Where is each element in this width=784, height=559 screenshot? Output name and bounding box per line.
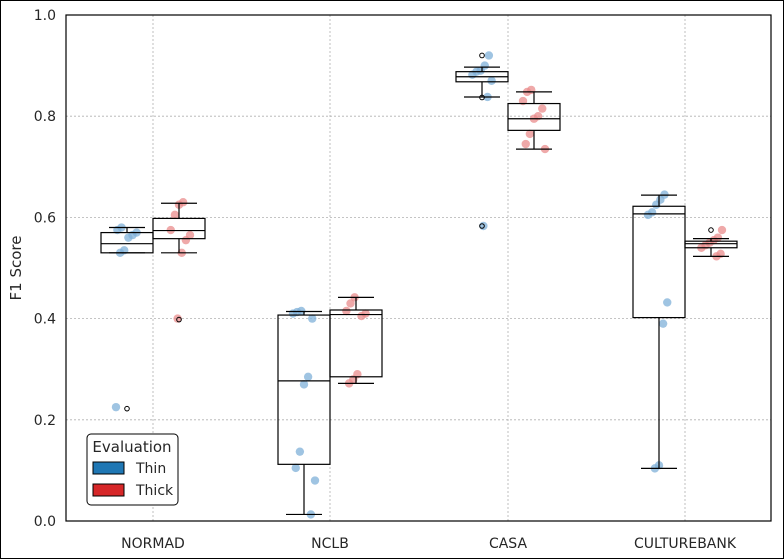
data-point [170, 210, 180, 220]
plot-area-border [65, 14, 772, 522]
iqr-box [507, 102, 561, 131]
x-tick-label: CULTUREBANK [634, 536, 737, 552]
data-point [291, 463, 300, 473]
outlier-point [479, 94, 485, 101]
legend-swatch-thick [92, 483, 125, 497]
data-point [295, 447, 305, 456]
x-axis-ticks: NORMAD NCLB CASA CULTUREBANK [121, 536, 737, 552]
y-tick-label: 1.0 [34, 8, 56, 24]
y-tick-label: 0.6 [34, 210, 56, 226]
data-point [484, 51, 494, 60]
legend-swatch-thin [92, 461, 125, 475]
x-tick-label: CASA [489, 536, 527, 552]
outlier-point [124, 405, 130, 412]
data-point [487, 76, 496, 85]
data-point [178, 198, 188, 207]
data-point [647, 208, 657, 217]
data-point [663, 298, 672, 307]
data-point [538, 104, 547, 113]
legend-label-thin: Thin [135, 461, 166, 477]
data-point [342, 306, 351, 316]
box-plots [100, 52, 738, 516]
data-point [521, 139, 530, 149]
y-tick-label: 0.2 [34, 413, 56, 429]
box-thick-culturebank [684, 227, 738, 257]
data-point [303, 372, 313, 381]
data-point [525, 129, 535, 139]
box-thin-culturebank [632, 194, 686, 469]
jitter-points [111, 51, 727, 519]
legend: Evaluation Thin Thick [86, 433, 179, 506]
box-thick-normad [152, 202, 206, 323]
outlier-point [479, 223, 485, 229]
iqr-box [100, 231, 154, 254]
box-thick-casa [507, 91, 561, 150]
data-point [185, 230, 195, 240]
iqr-box [632, 205, 686, 319]
y-tick-label: 0.8 [34, 109, 56, 125]
outlier-point [708, 227, 714, 233]
data-point [299, 380, 309, 389]
x-tick-label: NORMAD [121, 536, 185, 552]
data-point [361, 309, 370, 318]
outlier-point [176, 316, 182, 323]
box-thick-nclb [329, 296, 383, 384]
data-point [658, 319, 668, 328]
iqr-box [277, 314, 331, 465]
x-tick-label: NCLB [311, 536, 349, 552]
box-thin-casa [455, 52, 509, 229]
y-tick-label: 0.0 [34, 514, 56, 530]
box-thin-nclb [277, 310, 331, 516]
data-point [717, 225, 727, 235]
legend-label-thick: Thick [135, 483, 174, 499]
legend-title: Evaluation [92, 438, 171, 456]
data-point [713, 233, 723, 242]
data-point [173, 314, 182, 323]
data-point [308, 314, 317, 323]
grid-lines [66, 15, 771, 521]
data-point [479, 221, 488, 231]
iqr-box [329, 309, 383, 378]
y-axis-label: F1 Score [7, 236, 25, 301]
y-tick-label: 0.4 [34, 312, 56, 328]
data-point [346, 299, 355, 308]
outlier-point [479, 52, 485, 59]
iqr-box [152, 217, 206, 240]
y-axis-ticks: 0.0 0.2 0.4 0.6 0.8 1.0 [34, 8, 56, 530]
data-point [111, 402, 121, 412]
iqr-box [684, 240, 738, 249]
box-thin-normad [100, 226, 154, 412]
data-point [310, 476, 320, 485]
